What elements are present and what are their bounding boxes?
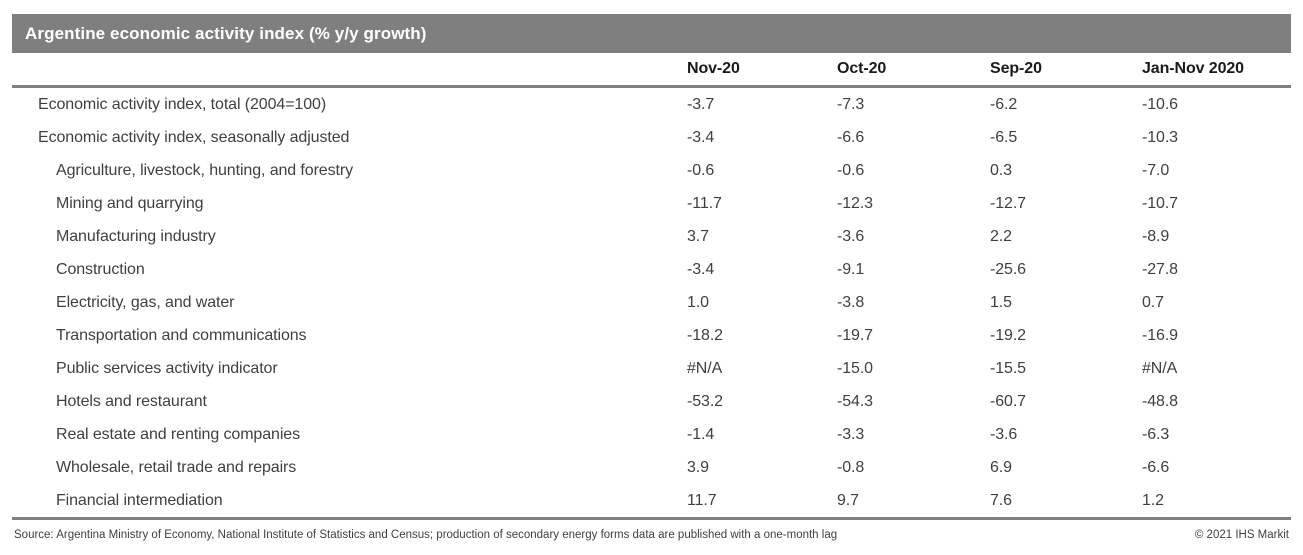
table-header-row: Nov-20 Oct-20 Sep-20 Jan-Nov 2020 bbox=[12, 53, 1291, 88]
value-cell: 1.0 bbox=[687, 293, 709, 311]
value-cell: 3.9 bbox=[687, 458, 709, 476]
page-title: Argentine economic activity index (% y/y… bbox=[25, 23, 427, 43]
row-label: Construction bbox=[56, 260, 145, 278]
value-cell: -0.6 bbox=[837, 161, 865, 179]
table-row: Financial intermediation 11.7 9.7 7.6 1.2 bbox=[12, 484, 1291, 519]
table-row: Construction -3.4 -9.1 -25.6 -27.8 bbox=[12, 253, 1291, 286]
value-cell: -25.6 bbox=[990, 260, 1026, 278]
table-row: Public services activity indicator #N/A -1… bbox=[12, 352, 1291, 385]
value-cell: #N/A bbox=[1142, 359, 1178, 377]
row-label: Transportation and communications bbox=[56, 326, 307, 344]
label-column-header bbox=[12, 53, 687, 88]
copyright-note: © 2021 IHS Markit bbox=[1194, 529, 1289, 541]
value-cell: -3.6 bbox=[990, 425, 1018, 443]
table-row: Economic activity index, seasonally adju… bbox=[12, 121, 1291, 154]
value-cell: -6.2 bbox=[990, 95, 1018, 113]
value-cell: 1.2 bbox=[1142, 491, 1164, 509]
value-cell: #N/A bbox=[687, 359, 723, 377]
value-cell: -7.0 bbox=[1142, 161, 1170, 179]
table-row: Electricity, gas, and water 1.0 -3.8 1.5 0.7 bbox=[12, 286, 1291, 319]
column-header: Sep-20 bbox=[990, 53, 1142, 88]
value-cell: -53.2 bbox=[687, 392, 723, 410]
value-cell: -60.7 bbox=[990, 392, 1026, 410]
value-cell: -3.4 bbox=[687, 260, 715, 278]
table-row: Manufacturing industry 3.7 -3.6 2.2 -8.9 bbox=[12, 220, 1291, 253]
table-row: Mining and quarrying -11.7 -12.3 -12.7 -10.7 bbox=[12, 187, 1291, 220]
value-cell: -10.6 bbox=[1142, 95, 1178, 113]
value-cell: -12.3 bbox=[837, 194, 873, 212]
value-cell: -3.8 bbox=[837, 293, 865, 311]
row-label: Manufacturing industry bbox=[56, 227, 216, 245]
value-cell: -7.3 bbox=[837, 95, 865, 113]
table-row: Real estate and renting companies -1.4 -3.… bbox=[12, 418, 1291, 451]
column-header: Oct-20 bbox=[837, 53, 990, 88]
value-cell: -0.8 bbox=[837, 458, 865, 476]
title-bar: Argentine economic activity index (% y/y… bbox=[12, 14, 1291, 53]
value-cell: -19.7 bbox=[837, 326, 873, 344]
value-cell: 0.3 bbox=[990, 161, 1012, 179]
activity-index-table: Nov-20 Oct-20 Sep-20 Jan-Nov 2020 Economic … bbox=[12, 53, 1291, 520]
value-cell: -3.6 bbox=[837, 227, 865, 245]
value-cell: -0.6 bbox=[687, 161, 715, 179]
value-cell: -48.8 bbox=[1142, 392, 1178, 410]
row-label: Mining and quarrying bbox=[56, 194, 204, 212]
table-row: Agriculture, livestock, hunting, and for… bbox=[12, 154, 1291, 187]
value-cell: -6.3 bbox=[1142, 425, 1170, 443]
row-label: Economic activity index, seasonally adju… bbox=[38, 128, 350, 146]
row-label: Real estate and renting companies bbox=[56, 425, 300, 443]
row-label: Economic activity index, total (2004=100… bbox=[38, 95, 327, 113]
value-cell: -54.3 bbox=[837, 392, 873, 410]
value-cell: -27.8 bbox=[1142, 260, 1178, 278]
source-note: Source: Argentina Ministry of Economy, N… bbox=[14, 529, 838, 541]
value-cell: 9.7 bbox=[837, 491, 859, 509]
value-cell: -6.6 bbox=[837, 128, 865, 146]
value-cell: 1.5 bbox=[990, 293, 1012, 311]
value-cell: -1.4 bbox=[687, 425, 715, 443]
value-cell: -16.9 bbox=[1142, 326, 1178, 344]
value-cell: -10.3 bbox=[1142, 128, 1178, 146]
row-label: Financial intermediation bbox=[56, 491, 223, 509]
row-label: Public services activity indicator bbox=[56, 359, 278, 377]
value-cell: -3.3 bbox=[837, 425, 865, 443]
value-cell: -9.1 bbox=[837, 260, 865, 278]
footer: Source: Argentina Ministry of Economy, N… bbox=[12, 520, 1291, 541]
column-header: Jan-Nov 2020 bbox=[1142, 53, 1291, 88]
value-cell: -6.6 bbox=[1142, 458, 1170, 476]
value-cell: 2.2 bbox=[990, 227, 1012, 245]
row-label: Electricity, gas, and water bbox=[56, 293, 235, 311]
value-cell: -3.7 bbox=[687, 95, 715, 113]
value-cell: -10.7 bbox=[1142, 194, 1178, 212]
value-cell: 0.7 bbox=[1142, 293, 1164, 311]
value-cell: 3.7 bbox=[687, 227, 709, 245]
row-label: Wholesale, retail trade and repairs bbox=[56, 458, 297, 476]
column-header: Nov-20 bbox=[687, 53, 837, 88]
value-cell: 7.6 bbox=[990, 491, 1012, 509]
value-cell: 6.9 bbox=[990, 458, 1012, 476]
table-row: Hotels and restaurant -53.2 -54.3 -60.7 -48.… bbox=[12, 385, 1291, 418]
value-cell: -11.7 bbox=[687, 194, 722, 212]
value-cell: -15.0 bbox=[837, 359, 873, 377]
value-cell: 11.7 bbox=[687, 491, 717, 509]
table-row: Wholesale, retail trade and repairs 3.9 -0… bbox=[12, 451, 1291, 484]
value-cell: -19.2 bbox=[990, 326, 1026, 344]
table-row: Transportation and communications -18.2 -1… bbox=[12, 319, 1291, 352]
table-row: Economic activity index, total (2004=100… bbox=[12, 87, 1291, 122]
value-cell: -15.5 bbox=[990, 359, 1026, 377]
row-label: Agriculture, livestock, hunting, and for… bbox=[56, 161, 353, 179]
value-cell: -3.4 bbox=[687, 128, 715, 146]
value-cell: -18.2 bbox=[687, 326, 723, 344]
value-cell: -6.5 bbox=[990, 128, 1018, 146]
value-cell: -12.7 bbox=[990, 194, 1026, 212]
value-cell: -8.9 bbox=[1142, 227, 1170, 245]
row-label: Hotels and restaurant bbox=[56, 392, 207, 410]
